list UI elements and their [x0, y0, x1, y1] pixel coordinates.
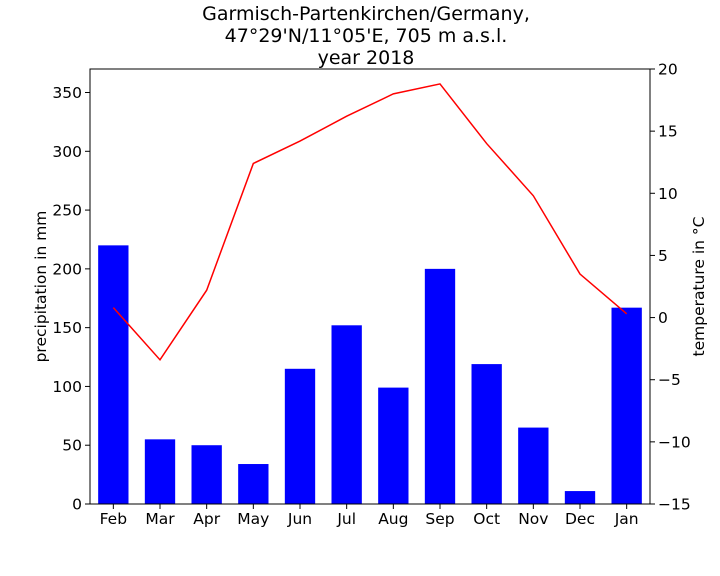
- x-tick-label: Mar: [145, 510, 175, 528]
- precipitation-bar: [191, 445, 222, 504]
- precipitation-bar: [424, 268, 456, 504]
- left-axis-label: precipitation in mm: [32, 211, 50, 363]
- x-axis: Feb Mar Apr May Jun Jul Aug Sep Oct Nov Dec Jan: [100, 504, 639, 528]
- precipitation-bar: [331, 325, 362, 504]
- precipitation-bar: [144, 439, 176, 504]
- temperature-line: [112, 83, 628, 362]
- left-tick-label: 300: [52, 143, 82, 161]
- right-y-axis: −15 −10 −5 0 5 10 15 20: [650, 61, 691, 514]
- precipitation-bar: [238, 464, 269, 504]
- precipitation-bar: [378, 387, 409, 504]
- precipitation-bar: [471, 364, 502, 504]
- left-y-axis: 0 50 100 150 200 250 300 350: [52, 84, 90, 514]
- left-tick-label: 100: [52, 378, 82, 396]
- x-tick-label: May: [237, 510, 269, 528]
- x-tick-label: Apr: [193, 510, 220, 528]
- left-tick-label: 150: [52, 319, 82, 337]
- precipitation-bar: [611, 307, 642, 504]
- right-tick-label: 10: [658, 185, 678, 203]
- plot-frame: [89, 68, 651, 505]
- x-tick-label: Aug: [378, 510, 408, 528]
- temperature-line-group: [112, 83, 628, 362]
- x-tick-label: Oct: [473, 510, 500, 528]
- precipitation-bar: [284, 368, 316, 504]
- right-tick-label: 0: [658, 309, 668, 327]
- right-tick-label: −15: [658, 496, 691, 514]
- chart-title-line: year 2018: [318, 47, 415, 69]
- right-tick-label: 15: [658, 123, 678, 141]
- x-tick-label: Dec: [565, 510, 595, 528]
- right-axis-label: temperature in °C: [690, 217, 708, 357]
- chart-title-line: Garmisch-Partenkirchen/Germany,: [202, 3, 530, 25]
- precipitation-bar: [564, 491, 596, 504]
- axes-frame: [89, 68, 651, 505]
- chart-title: Garmisch-Partenkirchen/Germany,47°29'N/1…: [202, 3, 530, 69]
- x-tick-label: Feb: [100, 510, 127, 528]
- x-tick-label: Sep: [425, 510, 454, 528]
- precipitation-bar: [98, 245, 129, 504]
- precipitation-bars: [98, 245, 642, 504]
- right-tick-label: 20: [658, 61, 678, 79]
- x-tick-label: Jan: [614, 510, 639, 528]
- left-tick-label: 200: [52, 260, 82, 278]
- left-tick-label: 50: [62, 437, 82, 455]
- right-tick-label: −5: [658, 371, 681, 389]
- right-tick-label: 5: [658, 247, 668, 265]
- x-tick-label: Jun: [287, 510, 312, 528]
- precipitation-bar: [518, 427, 549, 504]
- x-tick-label: Nov: [518, 510, 548, 528]
- left-tick-label: 0: [72, 496, 82, 514]
- right-tick-label: −10: [658, 433, 691, 451]
- chart-title-line: 47°29'N/11°05'E, 705 m a.s.l.: [225, 25, 508, 47]
- left-tick-label: 350: [52, 84, 82, 102]
- left-tick-label: 250: [52, 202, 82, 220]
- x-tick-label: Jul: [336, 510, 356, 528]
